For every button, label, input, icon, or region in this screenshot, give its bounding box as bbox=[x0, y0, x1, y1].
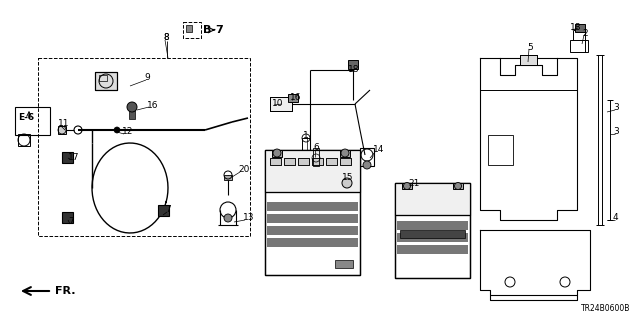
Text: 9: 9 bbox=[144, 74, 150, 83]
Bar bbox=[488, 135, 513, 165]
Bar bbox=[58, 126, 66, 134]
Text: 14: 14 bbox=[373, 146, 385, 155]
Bar bbox=[348, 60, 358, 69]
Circle shape bbox=[342, 178, 352, 188]
Bar bbox=[272, 150, 282, 157]
Bar bbox=[453, 183, 463, 189]
Text: 8: 8 bbox=[163, 34, 168, 43]
Bar bbox=[520, 55, 537, 65]
Circle shape bbox=[403, 182, 410, 189]
Circle shape bbox=[224, 214, 232, 222]
Text: 5: 5 bbox=[527, 43, 532, 52]
Text: 7: 7 bbox=[165, 205, 171, 214]
Text: 1: 1 bbox=[303, 131, 308, 140]
Bar bbox=[267, 202, 358, 211]
Bar bbox=[62, 212, 73, 223]
Bar bbox=[183, 22, 201, 38]
Text: 12: 12 bbox=[122, 127, 133, 137]
Text: 21: 21 bbox=[408, 179, 419, 188]
Bar bbox=[335, 260, 353, 268]
Bar bbox=[575, 24, 585, 32]
Bar bbox=[302, 138, 310, 150]
Bar bbox=[397, 221, 468, 230]
Text: 18: 18 bbox=[570, 23, 582, 33]
Text: 6: 6 bbox=[313, 143, 319, 153]
Bar bbox=[312, 158, 323, 165]
Bar bbox=[395, 183, 470, 215]
Bar bbox=[267, 238, 358, 247]
Text: 7: 7 bbox=[68, 218, 74, 227]
Text: B-7: B-7 bbox=[203, 25, 224, 35]
Bar bbox=[520, 55, 537, 65]
Bar bbox=[95, 72, 117, 90]
Text: 18: 18 bbox=[348, 66, 360, 75]
Circle shape bbox=[114, 127, 120, 133]
Bar bbox=[270, 97, 292, 111]
Bar bbox=[186, 25, 192, 32]
Text: 8: 8 bbox=[163, 34, 169, 43]
Bar bbox=[38, 58, 250, 236]
Bar bbox=[395, 183, 470, 278]
Bar bbox=[18, 134, 30, 146]
Bar bbox=[312, 158, 323, 165]
Text: 3: 3 bbox=[613, 127, 619, 137]
Bar bbox=[270, 158, 281, 165]
Bar bbox=[265, 150, 360, 192]
Circle shape bbox=[127, 102, 137, 112]
Bar bbox=[298, 158, 309, 165]
Bar bbox=[284, 158, 295, 165]
Text: 16: 16 bbox=[290, 93, 301, 102]
Bar bbox=[395, 183, 470, 215]
Text: 15: 15 bbox=[342, 173, 353, 182]
Text: 20: 20 bbox=[238, 165, 250, 174]
Bar bbox=[270, 158, 281, 165]
Text: 2: 2 bbox=[582, 28, 588, 37]
Circle shape bbox=[363, 161, 371, 169]
Bar bbox=[397, 233, 468, 242]
Text: 3: 3 bbox=[613, 103, 619, 113]
Bar bbox=[340, 158, 351, 165]
Circle shape bbox=[454, 182, 461, 189]
Bar bbox=[342, 178, 352, 188]
Text: 4: 4 bbox=[613, 213, 619, 222]
Text: TR24B0600B: TR24B0600B bbox=[580, 304, 630, 313]
Bar bbox=[265, 150, 360, 192]
Bar bbox=[265, 192, 360, 275]
Bar bbox=[99, 75, 107, 81]
Bar bbox=[340, 150, 350, 157]
Bar bbox=[340, 158, 351, 165]
Text: 17: 17 bbox=[68, 153, 79, 162]
Bar bbox=[395, 215, 470, 278]
Text: 11: 11 bbox=[58, 118, 70, 127]
Bar bbox=[570, 40, 588, 52]
Bar bbox=[62, 152, 73, 163]
Circle shape bbox=[273, 149, 281, 157]
Bar bbox=[397, 245, 468, 254]
Bar bbox=[313, 148, 319, 166]
Bar bbox=[129, 107, 135, 119]
Bar bbox=[15, 107, 50, 135]
Text: FR.: FR. bbox=[55, 286, 76, 296]
Bar bbox=[265, 150, 360, 275]
Bar bbox=[224, 175, 232, 180]
Bar bbox=[298, 158, 309, 165]
Bar bbox=[267, 226, 358, 235]
Bar bbox=[326, 158, 337, 165]
Bar bbox=[400, 230, 465, 238]
Bar bbox=[267, 214, 358, 223]
Bar bbox=[270, 97, 292, 111]
Bar bbox=[288, 94, 298, 102]
Bar bbox=[326, 158, 337, 165]
Bar bbox=[158, 205, 169, 216]
Text: 13: 13 bbox=[243, 213, 255, 222]
Circle shape bbox=[341, 149, 349, 157]
Text: 16: 16 bbox=[147, 100, 159, 109]
Text: E-6: E-6 bbox=[18, 114, 34, 123]
Bar bbox=[284, 158, 295, 165]
Text: 10: 10 bbox=[272, 99, 284, 108]
Bar bbox=[402, 183, 412, 189]
Bar bbox=[95, 72, 117, 90]
Bar bbox=[360, 148, 374, 166]
